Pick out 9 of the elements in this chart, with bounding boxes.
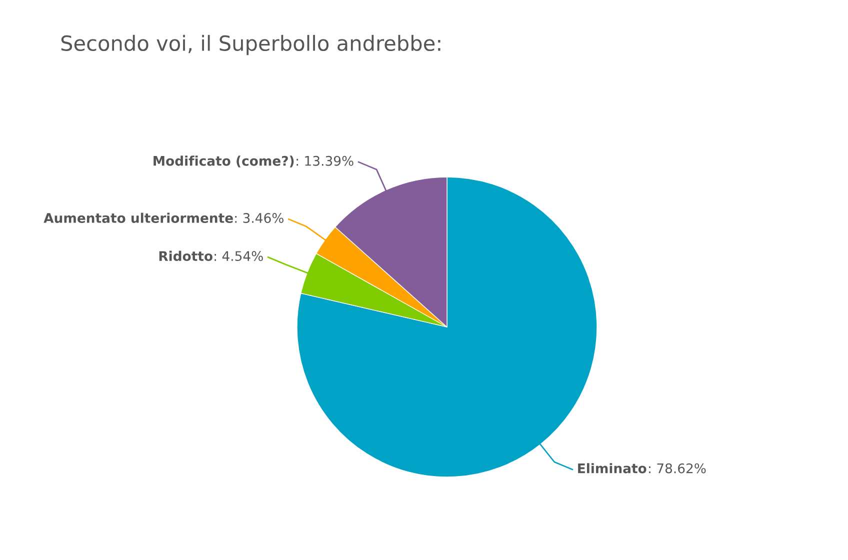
data-label: : 3.46% [235,212,284,223]
slice-label: Modificato (come?) [154,156,294,168]
data-label: : 13.39% [296,156,354,166]
data-label: : 4.54% [214,251,263,262]
slice-label: Ridotto [159,250,212,262]
data-label: : 78.62% [649,463,706,474]
slice-label: Eliminato [578,463,646,474]
chart-title: Secondo voi, il Superbollo andrebbe: [61,34,440,56]
slice-label: Aumentato ulteriormente [44,212,233,223]
